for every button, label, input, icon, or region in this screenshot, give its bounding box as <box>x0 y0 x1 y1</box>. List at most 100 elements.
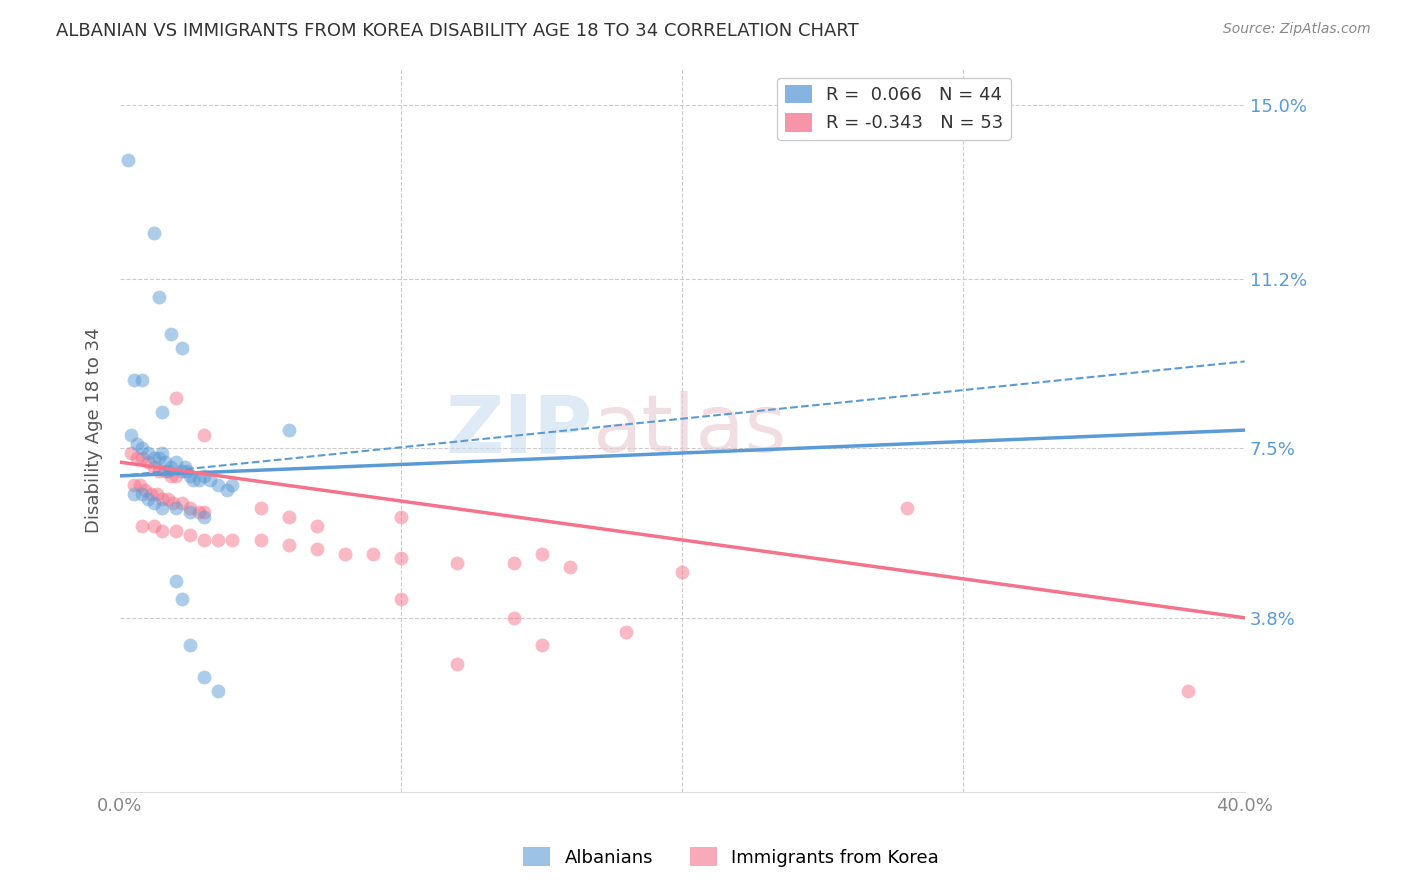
Point <box>277 537 299 551</box>
Point <box>142 519 165 533</box>
Point <box>125 437 148 451</box>
Point <box>142 450 165 465</box>
Text: ALBANIAN VS IMMIGRANTS FROM KOREA DISABILITY AGE 18 TO 34 CORRELATION CHART: ALBANIAN VS IMMIGRANTS FROM KOREA DISABI… <box>56 22 859 40</box>
Point <box>176 464 198 478</box>
Point <box>134 483 156 497</box>
Point <box>896 500 918 515</box>
Point <box>361 547 384 561</box>
Point <box>187 506 209 520</box>
Text: atlas: atlas <box>592 391 787 469</box>
Text: ZIP: ZIP <box>446 391 592 469</box>
Point <box>131 487 153 501</box>
Point <box>614 624 637 639</box>
Point <box>179 506 201 520</box>
Point <box>179 528 201 542</box>
Point <box>530 547 553 561</box>
Point <box>305 519 328 533</box>
Point <box>136 455 159 469</box>
Point <box>193 670 215 684</box>
Point <box>131 450 153 465</box>
Point <box>131 442 153 456</box>
Point <box>179 638 201 652</box>
Point <box>131 519 153 533</box>
Point <box>277 510 299 524</box>
Point <box>153 455 176 469</box>
Point <box>136 491 159 506</box>
Point <box>187 474 209 488</box>
Point <box>165 455 187 469</box>
Point <box>159 468 181 483</box>
Point <box>122 373 145 387</box>
Point <box>207 533 229 547</box>
Point <box>389 592 412 607</box>
Point <box>215 483 238 497</box>
Point <box>142 227 165 241</box>
Point <box>530 638 553 652</box>
Point <box>136 446 159 460</box>
Point <box>142 459 165 474</box>
Point <box>671 565 693 579</box>
Point <box>193 427 215 442</box>
Point <box>181 474 204 488</box>
Legend: Albanians, Immigrants from Korea: Albanians, Immigrants from Korea <box>516 840 946 874</box>
Point <box>156 491 179 506</box>
Point <box>193 468 215 483</box>
Point <box>122 487 145 501</box>
Point <box>446 657 468 671</box>
Point <box>165 391 187 405</box>
Point <box>148 464 170 478</box>
Point <box>170 464 193 478</box>
Point <box>389 551 412 566</box>
Point <box>165 500 187 515</box>
Point <box>165 468 187 483</box>
Point <box>148 450 170 465</box>
Point <box>170 341 193 355</box>
Point <box>150 500 173 515</box>
Point <box>165 574 187 589</box>
Text: Source: ZipAtlas.com: Source: ZipAtlas.com <box>1223 22 1371 37</box>
Point <box>165 524 187 538</box>
Point <box>128 478 150 492</box>
Point <box>162 496 184 510</box>
Point <box>159 459 181 474</box>
Point <box>145 487 167 501</box>
Point <box>159 326 181 341</box>
Point <box>120 427 142 442</box>
Point <box>193 506 215 520</box>
Point <box>502 556 524 570</box>
Point <box>277 423 299 437</box>
Point <box>1177 684 1199 698</box>
Point <box>179 468 201 483</box>
Point <box>122 478 145 492</box>
Point <box>446 556 468 570</box>
Point <box>170 592 193 607</box>
Point <box>179 500 201 515</box>
Point <box>153 464 176 478</box>
Point <box>193 510 215 524</box>
Point <box>333 547 356 561</box>
Point <box>221 533 243 547</box>
Point <box>150 446 173 460</box>
Point <box>249 500 271 515</box>
Point <box>207 478 229 492</box>
Point <box>150 524 173 538</box>
Point <box>502 611 524 625</box>
Point <box>142 496 165 510</box>
Point <box>125 450 148 465</box>
Point <box>156 464 179 478</box>
Point <box>198 474 221 488</box>
Point <box>305 542 328 557</box>
Point <box>150 491 173 506</box>
Point <box>207 684 229 698</box>
Point <box>131 373 153 387</box>
Legend: R =  0.066   N = 44, R = -0.343   N = 53: R = 0.066 N = 44, R = -0.343 N = 53 <box>778 78 1011 140</box>
Point <box>117 153 139 167</box>
Point <box>148 290 170 304</box>
Point <box>558 560 581 574</box>
Point <box>120 446 142 460</box>
Point <box>221 478 243 492</box>
Point <box>170 496 193 510</box>
Y-axis label: Disability Age 18 to 34: Disability Age 18 to 34 <box>86 327 103 533</box>
Point <box>150 405 173 419</box>
Point <box>389 510 412 524</box>
